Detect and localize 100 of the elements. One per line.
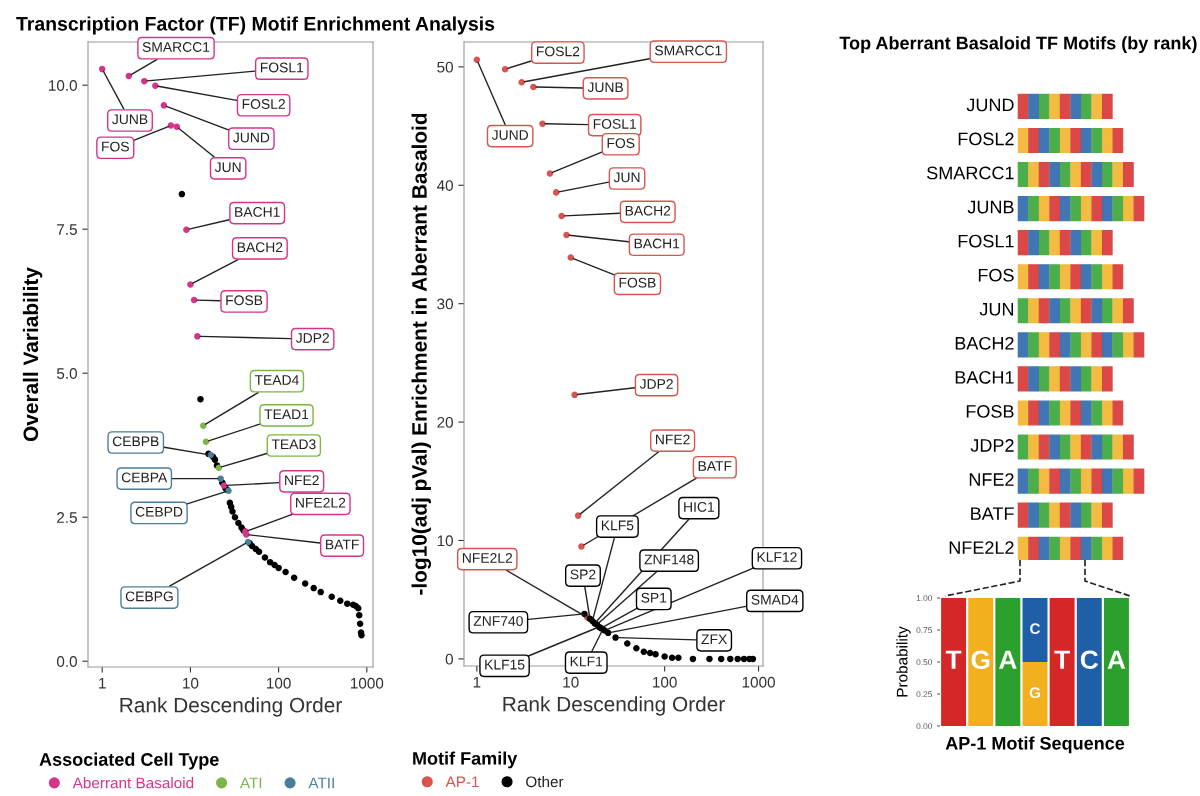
annotation: JDP2 (295, 333, 329, 343)
data-label: T (945, 650, 962, 669)
annotation: FOSB (619, 277, 656, 288)
annotation: SP1 (641, 592, 667, 603)
data-label: G (971, 650, 990, 670)
annotation: BACH2 (625, 205, 671, 216)
y-tick-label: 40 (436, 180, 453, 191)
annotation: BACH1 (235, 207, 280, 217)
y-tick-label: 7.5 (57, 224, 77, 235)
x-tick-label: 10 (183, 677, 199, 689)
category-label: FOSL1 (958, 234, 1014, 248)
annotation: BATF (698, 461, 732, 471)
annotation: KLF12 (757, 552, 797, 562)
legend-label: AP-1 (445, 776, 479, 788)
data-label: C (1030, 623, 1041, 635)
category-label: NFE2 (969, 473, 1014, 486)
annotation: TEAD1 (264, 409, 309, 419)
legend-label: Other (526, 775, 564, 788)
x-tick-label: 1000 (351, 677, 384, 689)
annotation: FOSL2 (242, 99, 285, 109)
x-axis-title: Rank Descending Order (503, 696, 725, 716)
annotation: BATF (326, 539, 359, 550)
data-label: A (1107, 650, 1126, 669)
x-tick-label: 100 (653, 676, 677, 688)
annotation: ZFX (701, 634, 727, 644)
annotation: JUND (491, 130, 529, 140)
legend-label: ATII (308, 777, 334, 789)
category-label: BATF (971, 507, 1014, 520)
annotation: CEBPB (112, 436, 159, 447)
annotation: CEBPG (125, 591, 173, 602)
annotation: CEBPD (135, 506, 183, 517)
annotation: JUNB (587, 82, 623, 93)
y-tick-label: 0.0 (56, 656, 77, 667)
category-label: JUN (979, 303, 1014, 316)
category-label: JUNB (967, 200, 1014, 214)
legend-title: Motif Family (413, 751, 518, 769)
legend-title: Associated Cell Type (39, 752, 219, 770)
y-tick-label: 0.00 (916, 723, 933, 730)
y-axis-title: -log10(adj pVal) Enrichment in Aberrant Basaloid (411, 113, 432, 595)
annotation: SP2 (570, 569, 596, 580)
y-tick-label: 0.75 (916, 627, 933, 634)
annotation: FOSL2 (537, 46, 580, 57)
category-label: FOS (978, 268, 1014, 282)
y-axis-title: Overall Variability (22, 267, 43, 442)
annotation: NFE2 (285, 475, 319, 485)
annotation: BACH1 (634, 238, 680, 249)
annotation: NFE2L2 (296, 497, 346, 508)
annotation: FOS (607, 138, 635, 148)
data-label: T (1054, 650, 1070, 669)
annotation: FOSB (226, 295, 263, 306)
annotation: CEBPA (121, 472, 168, 483)
annotation: FOS (102, 141, 129, 152)
category-label: NFE2L2 (949, 541, 1014, 554)
annotation: ZNF148 (644, 554, 694, 565)
annotation: SMARCC1 (654, 45, 722, 56)
x-tick-label: 1 (99, 677, 106, 689)
y-tick-label: 50 (437, 61, 453, 73)
annotation: KLF5 (601, 520, 634, 531)
annotation: JDP2 (639, 379, 673, 389)
category-label: JDP2 (970, 439, 1014, 452)
annotation: SMAD4 (751, 594, 799, 605)
y-tick-label: 1.00 (916, 595, 933, 602)
data-label: C (1080, 650, 1099, 670)
category-label: BACH1 (955, 370, 1014, 384)
y-tick-label: 0 (445, 653, 453, 665)
annotation: FOSL1 (593, 118, 637, 129)
annotation: JUND (233, 132, 270, 143)
annotation: FOSL1 (260, 62, 304, 73)
y-tick-label: 10 (437, 535, 453, 547)
category-label: SMARCC1 (927, 166, 1014, 180)
legend-label: ATI (239, 777, 262, 789)
x-tick-label: 100 (267, 677, 291, 689)
category-label: FOSB (966, 405, 1014, 418)
y-tick-label: 0.25 (916, 691, 933, 698)
legend-label: Aberrant Basaloid (72, 777, 194, 789)
annotation: JUNB (112, 114, 148, 125)
x-axis-title: Rank Descending Order (120, 697, 342, 717)
annotation: JUN (214, 162, 241, 173)
x-tick-label: 1 (473, 676, 481, 688)
annotation: JUN (613, 172, 640, 183)
x-axis-title: AP-1 Motif Sequence (945, 736, 1125, 754)
annotation: NFE2 (656, 434, 690, 445)
y-tick-label: 5.0 (56, 368, 77, 379)
annotation: BACH2 (237, 242, 283, 253)
category-label: JUND (966, 98, 1014, 112)
data-label: G (1029, 687, 1040, 699)
category-label: FOSL2 (958, 132, 1014, 146)
y-tick-label: 2.5 (57, 512, 77, 523)
annotation: HIC1 (684, 501, 715, 512)
y-tick-label: 20 (437, 416, 453, 428)
x-tick-label: 10 (563, 676, 579, 688)
x-tick-label: 1000 (742, 676, 775, 688)
annotation: KLF1 (570, 656, 603, 667)
annotation: KLF15 (485, 659, 525, 670)
y-tick-label: 0.50 (916, 659, 933, 666)
y-tick-label: 10.0 (49, 80, 77, 91)
chart-title: Transcription Factor (TF) Motif Enrichment Analysis (16, 16, 495, 35)
annotation: NFE2L2 (462, 553, 513, 563)
category-label: BACH2 (955, 336, 1014, 350)
annotation: SMARCC1 (142, 42, 210, 52)
